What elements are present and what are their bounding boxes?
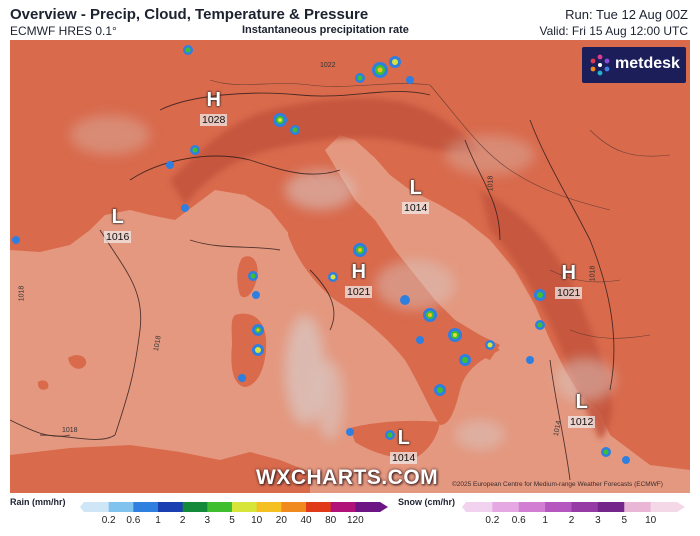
pressure-symbol: L <box>111 206 124 228</box>
pressure-value: 1016 <box>104 231 132 243</box>
scale-swatch <box>624 502 652 512</box>
scale-swatch <box>207 502 233 512</box>
scale-tick-label: 20 <box>275 515 287 526</box>
isobar-label: 1018 <box>62 427 78 434</box>
chart-subtitle: Instantaneous precipitation rate <box>242 24 409 36</box>
pressure-value: 1021 <box>555 287 583 299</box>
scale-tick-label: 1 <box>155 515 161 526</box>
rain-legend-title: Rain (mm/hr) <box>10 497 66 507</box>
pressure-symbol: H <box>351 261 366 283</box>
alps-mountains <box>170 98 480 205</box>
pressure-value: 1021 <box>345 286 373 298</box>
run-time: Run: Tue 12 Aug 00Z <box>565 7 688 22</box>
isobar-label: 1018 <box>487 175 495 192</box>
scale-tick-label: 10 <box>251 515 263 526</box>
isobars <box>10 91 615 481</box>
isobar-label: 1022 <box>320 62 336 69</box>
scale-swatch <box>84 502 110 512</box>
chart-title: Overview - Precip, Cloud, Temperature & … <box>10 6 369 23</box>
model-label: ECMWF HRES 0.1° <box>10 24 117 38</box>
pressure-symbol: L <box>409 177 422 199</box>
pressure-center-high: H 1028 <box>200 89 228 128</box>
scale-tick-label: 3 <box>204 515 211 526</box>
pressure-center-high: H 1021 <box>345 261 373 300</box>
corsica <box>237 256 258 298</box>
scale-tick-label: 5 <box>621 515 628 526</box>
scale-swatch <box>466 502 493 512</box>
land-north-africa <box>10 445 310 493</box>
scale-arrow-left <box>462 502 466 512</box>
scale-tick-label: 1 <box>542 515 548 526</box>
rain-color-scale <box>80 502 388 512</box>
valid-time: Valid: Fri 15 Aug 12:00 UTC <box>539 24 688 38</box>
wxcharts-watermark: WXCHARTS.COM <box>256 466 439 489</box>
scale-tick-label: 10 <box>645 515 657 526</box>
pressure-symbol: L <box>397 427 410 449</box>
cloud-cover <box>70 115 615 450</box>
snow-legend-title: Snow (cm/hr) <box>398 497 456 507</box>
scale-tick-label: 0.6 <box>126 515 141 526</box>
pressure-symbol: L <box>575 391 588 413</box>
sicily <box>350 420 440 459</box>
scale-tick-label: 2 <box>568 515 575 526</box>
isobar-label: 1018 <box>589 265 597 282</box>
scale-swatch <box>281 502 307 512</box>
scale-arrow-right <box>677 502 685 512</box>
scale-arrow-right <box>380 502 388 512</box>
scale-swatch <box>492 502 520 512</box>
scale-tick-label: 5 <box>229 515 235 526</box>
scale-swatch <box>571 502 599 512</box>
scale-tick-label: 80 <box>325 515 337 526</box>
chart-header: Overview - Precip, Cloud, Temperature & … <box>0 0 700 40</box>
scale-swatch <box>232 502 258 512</box>
copyright-notice: ©2025 European Centre for Medium-range W… <box>452 481 663 488</box>
map-canvas <box>10 40 690 493</box>
pressure-center-low: L 1016 <box>104 206 132 245</box>
pressure-center-high: H 1021 <box>555 262 583 301</box>
scale-tick-label: 120 <box>346 515 364 526</box>
logo-text: metdesk <box>615 55 680 72</box>
scale-swatch <box>182 502 208 512</box>
pressure-center-low: L 1012 <box>568 391 596 430</box>
scale-swatch <box>133 502 159 512</box>
scale-tick-label: 2 <box>179 515 186 526</box>
legend-bar: Rain (mm/hr) 0.2 0.6 1 2 3 5 10 20 40 80 120 Snow … <box>0 493 700 536</box>
balearic-islands <box>37 355 87 390</box>
scale-swatch <box>518 502 546 512</box>
pressure-center-low: L 1014 <box>390 427 418 466</box>
isobar-label: 1018 <box>18 285 26 302</box>
scale-swatch <box>355 502 381 512</box>
snow-color-scale <box>462 502 685 512</box>
scale-tick-label: 40 <box>300 515 312 526</box>
pressure-value: 1012 <box>568 416 596 428</box>
pressure-symbol: H <box>206 89 221 111</box>
pressure-value: 1028 <box>200 114 228 126</box>
precipitation-cells <box>12 45 630 464</box>
map-area: H 1028 L 1016 L 1014 H 1021 H 1021 L 101… <box>10 40 690 493</box>
scale-tick-label: 0.6 <box>511 515 526 526</box>
scale-swatch <box>330 502 356 512</box>
scale-swatch <box>108 502 134 512</box>
scale-tick-label: 0.2 <box>101 515 116 526</box>
scale-swatch <box>597 502 625 512</box>
scale-swatch <box>306 502 332 512</box>
scale-tick-label: 3 <box>595 515 601 526</box>
pressure-value: 1014 <box>402 202 430 214</box>
scale-tick-label: 0.2 <box>485 515 500 526</box>
pressure-value: 1014 <box>390 452 418 464</box>
scale-swatch <box>650 502 678 512</box>
metdesk-logo[interactable]: metdesk <box>582 47 686 83</box>
scale-swatch <box>256 502 282 512</box>
scale-swatch <box>545 502 572 512</box>
metdesk-flower-icon <box>590 54 610 76</box>
pressure-center-low: L 1014 <box>402 177 430 216</box>
scale-swatch <box>158 502 184 512</box>
pressure-symbol: H <box>561 262 576 284</box>
borders <box>209 79 671 339</box>
scale-arrow-left <box>80 502 84 512</box>
